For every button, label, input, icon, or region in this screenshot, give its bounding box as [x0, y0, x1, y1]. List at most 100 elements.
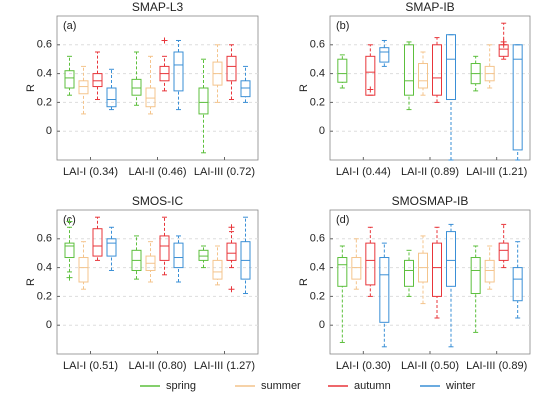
y-tick-label: 0.4 — [37, 68, 52, 80]
y-tick-label: 0.2 — [310, 290, 325, 302]
chart-title: SMOSMAP-IB — [392, 194, 469, 208]
box — [226, 55, 237, 82]
box-group — [418, 235, 428, 305]
box — [404, 44, 414, 96]
y-tick-label: 0 — [319, 319, 325, 331]
box — [512, 267, 523, 302]
box-group — [198, 245, 209, 269]
box — [145, 87, 156, 108]
plot-area — [329, 15, 531, 161]
outlier — [161, 37, 168, 44]
y-axis-label: R — [25, 84, 37, 92]
box — [379, 257, 390, 323]
box-group — [498, 223, 509, 269]
box-group — [432, 37, 442, 103]
box-group — [92, 216, 103, 261]
box — [198, 87, 209, 115]
legend-label: autumn — [354, 380, 391, 392]
box — [78, 257, 89, 283]
panel-label: (b) — [336, 20, 349, 32]
box-group — [512, 241, 523, 319]
box-group — [198, 58, 209, 154]
box — [92, 73, 103, 88]
box-group — [365, 226, 376, 297]
box — [106, 238, 117, 257]
box — [498, 242, 509, 261]
box — [379, 47, 390, 63]
box-group — [446, 34, 456, 161]
box-group — [131, 51, 142, 106]
box-group — [145, 55, 156, 115]
box-group — [470, 245, 481, 333]
box — [365, 242, 376, 286]
box — [337, 58, 348, 83]
box-group — [470, 55, 481, 92]
box-group — [64, 218, 75, 281]
box — [64, 70, 75, 89]
y-axis-label: R — [298, 278, 310, 286]
chart-title: SMAP-L3 — [132, 0, 184, 14]
box — [446, 231, 456, 287]
box — [64, 242, 75, 259]
box-group — [212, 44, 223, 103]
y-tick-label: 0.2 — [37, 96, 52, 108]
legend-label: winter — [445, 380, 476, 392]
legend-label: spring — [166, 380, 196, 392]
plot-area — [56, 209, 259, 355]
x-tick-label: LAI-I (0.34) — [63, 166, 118, 178]
box — [351, 257, 362, 280]
box-group — [159, 216, 170, 276]
box-group — [173, 39, 184, 111]
box-group — [404, 41, 414, 111]
box-group — [379, 39, 390, 67]
box-group — [351, 238, 362, 290]
box-group — [446, 223, 456, 348]
box-group — [404, 249, 414, 297]
box-group — [484, 245, 495, 290]
box-group — [432, 226, 442, 319]
box — [446, 34, 456, 101]
x-tick-label: LAI-III (0.89) — [466, 360, 527, 372]
box — [484, 259, 495, 283]
box-group — [379, 242, 390, 348]
chart-title: SMAP-IB — [405, 0, 454, 14]
x-tick-label: LAI-I (0.30) — [336, 360, 391, 372]
x-tick-label: LAI-III (1.27) — [194, 360, 255, 372]
box — [92, 228, 103, 257]
outlier — [228, 224, 235, 231]
box — [432, 44, 442, 96]
box-group — [106, 68, 117, 111]
y-tick-label: 0.6 — [310, 233, 325, 245]
box — [131, 78, 142, 96]
box-group — [92, 51, 103, 101]
panel-label: (a) — [63, 20, 76, 32]
y-tick-label: 0.2 — [310, 96, 325, 108]
box-group — [337, 54, 348, 89]
y-axis-label: R — [298, 84, 310, 92]
y-tick-label: 0.4 — [310, 262, 325, 274]
legend-label: summer — [261, 380, 301, 392]
box — [404, 259, 414, 287]
x-tick-label: LAI-II (0.46) — [128, 166, 186, 178]
box-group — [131, 235, 142, 280]
box — [159, 235, 170, 261]
chart-title: SMOS-IC — [132, 194, 184, 208]
x-tick-label: LAI-III (0.72) — [194, 166, 255, 178]
box — [432, 242, 442, 297]
x-tick-label: LAI-II (0.50) — [401, 360, 459, 372]
box-group — [64, 55, 75, 96]
plot-area — [329, 209, 531, 355]
outlier — [500, 41, 507, 48]
box-group — [240, 216, 251, 295]
x-tick-label: LAI-III (1.21) — [466, 166, 527, 178]
y-tick-label: 0.4 — [37, 262, 52, 274]
outlier — [228, 286, 235, 293]
box — [337, 257, 348, 287]
outlier — [367, 86, 374, 93]
box-group — [173, 235, 184, 283]
box-group — [145, 241, 156, 283]
y-tick-label: 0 — [46, 125, 52, 137]
box-group — [78, 241, 89, 290]
box-group — [78, 65, 89, 115]
